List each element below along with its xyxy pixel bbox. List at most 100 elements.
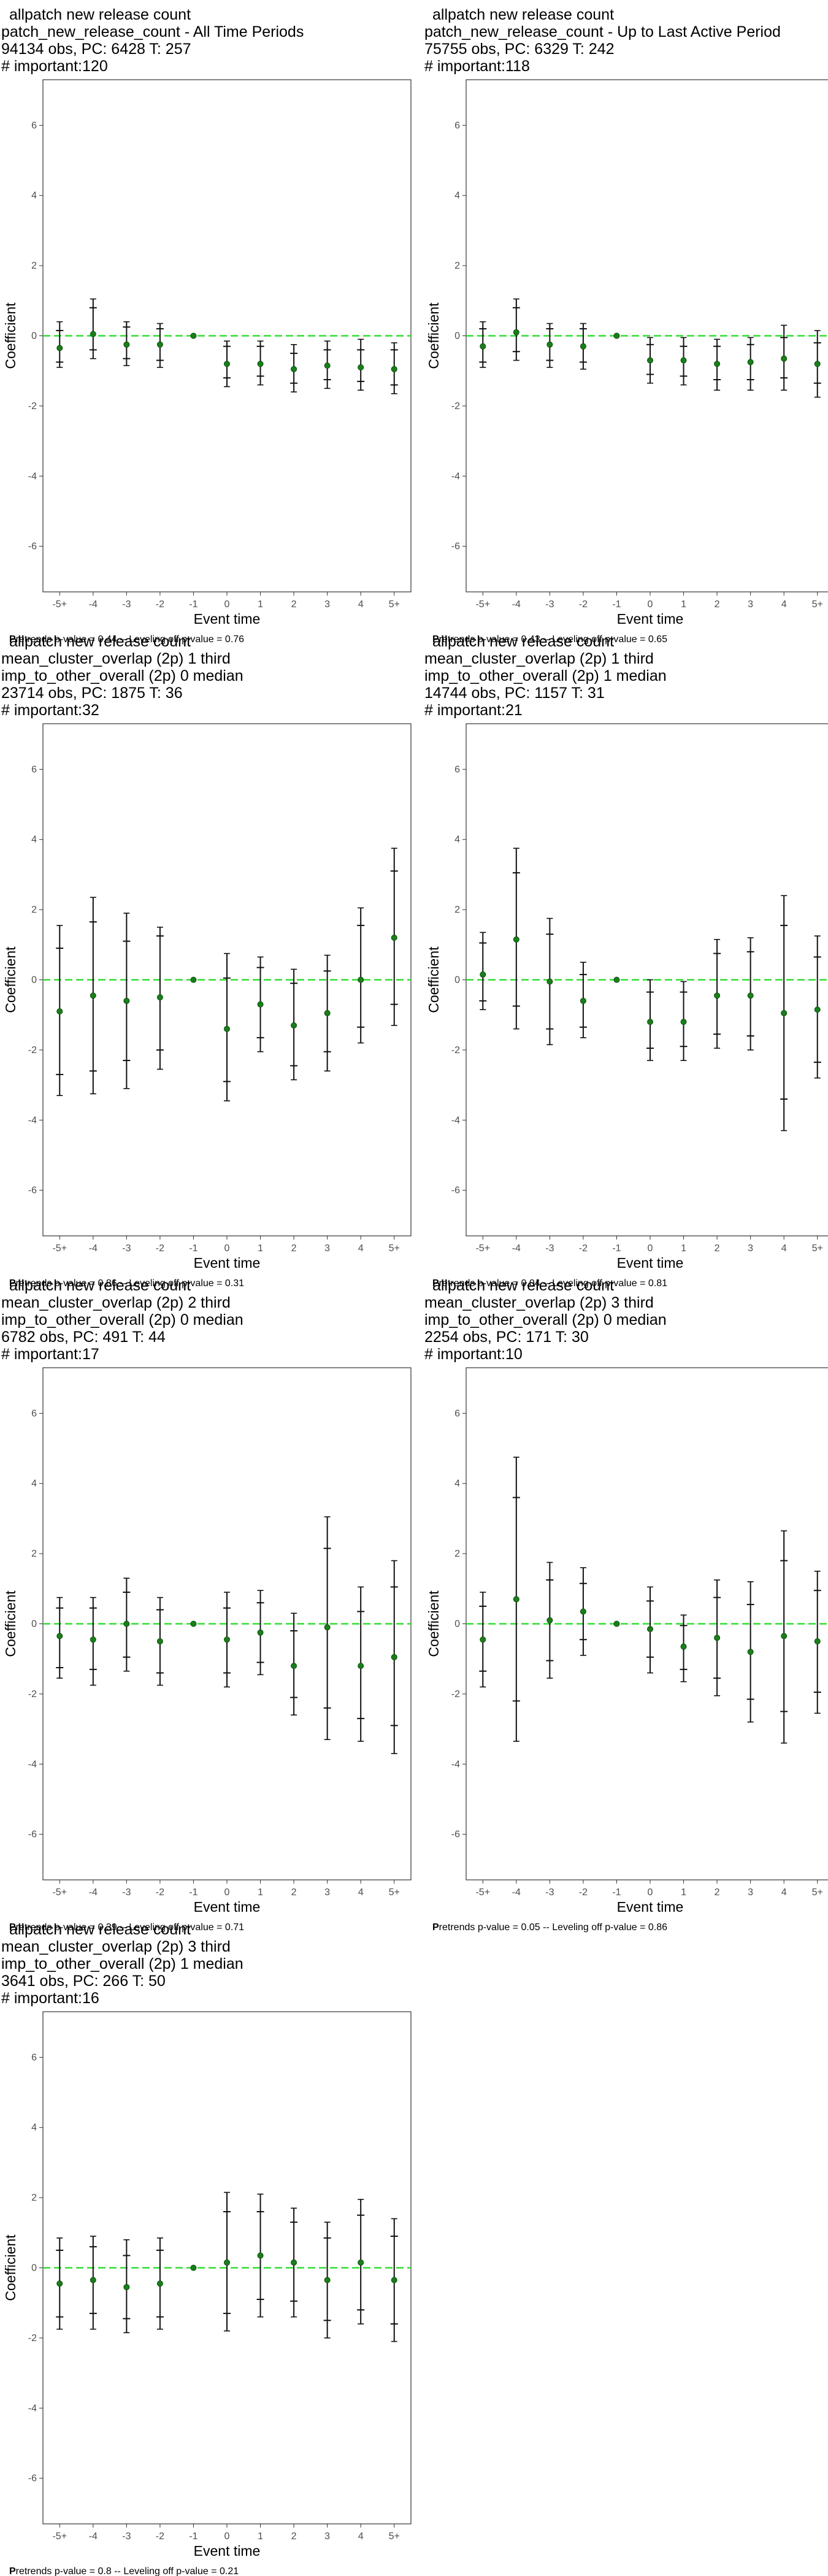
chart-title-line: 75755 obs, PC: 6329 T: 242 — [424, 40, 615, 58]
chart-panel: allpatch new release countpatch_new_rele… — [1, 6, 412, 645]
coefficient-point — [190, 1620, 197, 1627]
x-tick-label: 1 — [681, 1887, 686, 1898]
coefficient-point — [781, 1010, 788, 1016]
coefficient-point — [56, 345, 63, 351]
coefficient-point — [814, 1006, 821, 1013]
coefficient-point — [391, 366, 397, 372]
caption-text: retrends p-value = 0.8 -- Leveling off p… — [16, 2566, 239, 2576]
pvalue-caption: Pretrends p-value = 0.05 -- Leveling off… — [432, 1922, 667, 1933]
chart-title-line: patch_new_release_count - All Time Perio… — [1, 23, 304, 40]
y-tick-label: 2 — [454, 905, 460, 915]
chart-title-line: # important:10 — [424, 1346, 523, 1363]
chart-title-line: 94134 obs, PC: 6428 T: 257 — [1, 40, 191, 58]
coefficient-point — [90, 2277, 96, 2283]
coefficient-point — [814, 361, 821, 367]
y-tick-label: 0 — [454, 331, 460, 342]
y-axis-title: Coefficient — [426, 1590, 442, 1657]
x-tick-label: 2 — [715, 599, 720, 610]
x-tick-label: 2 — [291, 2531, 297, 2542]
y-tick-label: 2 — [454, 261, 460, 271]
x-tick-label: 3 — [748, 599, 753, 610]
chart-title-line: imp_to_other_overall (2p) 0 median — [1, 667, 243, 684]
chart-title-line: 6782 obs, PC: 491 T: 44 — [1, 1328, 166, 1346]
caption-text: retrends p-value = 0.43 -- Leveling off … — [439, 634, 667, 645]
x-tick-label: 2 — [291, 1243, 297, 1254]
x-tick-label: -1 — [189, 1887, 197, 1898]
y-tick-label: 6 — [454, 120, 460, 131]
chart-title-line: # important:17 — [1, 1346, 99, 1363]
x-tick-label: 5+ — [389, 599, 400, 610]
coefficient-point — [224, 361, 230, 367]
x-tick-label: -1 — [612, 1887, 621, 1898]
chart-title-line: allpatch new release count — [432, 633, 614, 650]
y-tick-label: 4 — [31, 835, 37, 845]
coefficient-point — [224, 1025, 230, 1032]
coefficient-point — [814, 1638, 821, 1645]
coefficient-point — [714, 361, 721, 367]
coefficient-point — [580, 997, 586, 1004]
x-tick-label: 2 — [291, 599, 297, 610]
x-tick-label: 0 — [648, 599, 653, 610]
coefficient-point — [747, 359, 754, 366]
x-tick-label: -3 — [545, 1887, 554, 1898]
y-tick-label: -2 — [28, 1689, 37, 1700]
chart-title-line: imp_to_other_overall (2p) 0 median — [1, 1311, 243, 1328]
x-axis-title: Event time — [194, 1255, 261, 1271]
coefficient-point — [546, 978, 553, 985]
x-tick-label: 1 — [681, 1243, 686, 1254]
y-tick-label: -4 — [451, 1115, 460, 1125]
x-tick-label: -4 — [89, 2531, 98, 2542]
coefficient-point — [324, 2277, 331, 2283]
x-tick-label: 4 — [781, 599, 787, 610]
x-tick-label: -2 — [156, 1887, 164, 1898]
coefficient-point — [56, 1633, 63, 1639]
x-axis-title: Event time — [194, 2543, 261, 2559]
coefficient-point — [257, 361, 264, 367]
x-tick-label: 5+ — [812, 1887, 823, 1898]
y-tick-label: -2 — [28, 1045, 37, 1056]
coefficient-point — [714, 992, 721, 999]
x-tick-label: -5+ — [475, 1887, 490, 1898]
y-tick-label: 6 — [454, 764, 460, 775]
x-tick-label: 4 — [358, 1243, 364, 1254]
coefficient-point — [257, 1001, 264, 1008]
y-tick-label: 4 — [31, 1479, 37, 1489]
x-tick-label: 3 — [324, 2531, 330, 2542]
x-tick-label: -4 — [512, 1243, 521, 1254]
coefficient-point — [680, 1643, 687, 1650]
caption-bold-initial: P — [9, 1278, 16, 1289]
y-tick-label: 2 — [31, 1549, 37, 1559]
chart-title-line: 23714 obs, PC: 1875 T: 36 — [1, 684, 183, 702]
coefficient-point — [680, 1019, 687, 1025]
x-tick-label: 4 — [358, 599, 364, 610]
chart-panel: allpatch new release countpatch_new_rele… — [424, 6, 828, 645]
y-tick-label: 0 — [31, 331, 37, 342]
x-tick-label: -1 — [189, 2531, 197, 2542]
chart-title-line: patch_new_release_count - Up to Last Act… — [424, 23, 781, 40]
y-tick-label: 6 — [31, 764, 37, 775]
coefficient-point — [90, 992, 96, 999]
pvalue-caption: Pretrends p-value = 0.39 -- Leveling off… — [9, 1922, 244, 1933]
x-tick-label: -3 — [122, 599, 131, 610]
chart-panel: allpatch new release countmean_cluster_o… — [424, 1277, 828, 1933]
x-tick-label: 5+ — [812, 1243, 823, 1254]
y-tick-label: -4 — [28, 1759, 37, 1769]
y-tick-label: 4 — [454, 835, 460, 845]
coefficient-point — [480, 971, 486, 978]
y-tick-label: 6 — [454, 1408, 460, 1419]
coefficient-point — [358, 1663, 364, 1669]
x-tick-label: -4 — [89, 1243, 98, 1254]
x-tick-label: -2 — [579, 1243, 588, 1254]
coefficient-point — [224, 2259, 230, 2266]
chart-title-line: # important:118 — [424, 58, 530, 75]
coefficient-point — [324, 362, 331, 369]
coefficient-point — [224, 1636, 230, 1643]
x-tick-label: -5+ — [52, 1887, 67, 1898]
coefficient-point — [156, 341, 163, 348]
y-axis-title: Coefficient — [2, 2234, 18, 2301]
x-tick-label: 2 — [715, 1887, 720, 1898]
y-axis-title: Coefficient — [2, 1590, 18, 1657]
x-tick-label: 1 — [258, 599, 263, 610]
coefficient-point — [613, 976, 620, 983]
chart-title-line: mean_cluster_overlap (2p) 3 third — [1, 1938, 231, 1955]
